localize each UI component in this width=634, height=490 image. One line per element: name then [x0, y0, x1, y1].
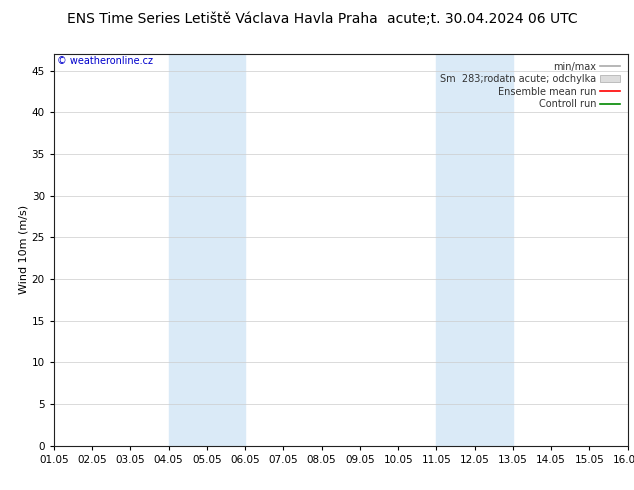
Bar	[436, 54, 513, 446]
Text: ENS Time Series Letiště Václava Havla Praha: ENS Time Series Letiště Václava Havla Pr…	[67, 12, 377, 26]
Y-axis label: Wind 10m (m/s): Wind 10m (m/s)	[19, 205, 29, 294]
Text: © weatheronline.cz: © weatheronline.cz	[57, 56, 153, 66]
Legend: min/max, Sm  283;rodatn acute; odchylka, Ensemble mean run, Controll run: min/max, Sm 283;rodatn acute; odchylka, …	[437, 59, 623, 112]
Text: acute;t. 30.04.2024 06 UTC: acute;t. 30.04.2024 06 UTC	[387, 12, 577, 26]
Bar	[169, 54, 245, 446]
